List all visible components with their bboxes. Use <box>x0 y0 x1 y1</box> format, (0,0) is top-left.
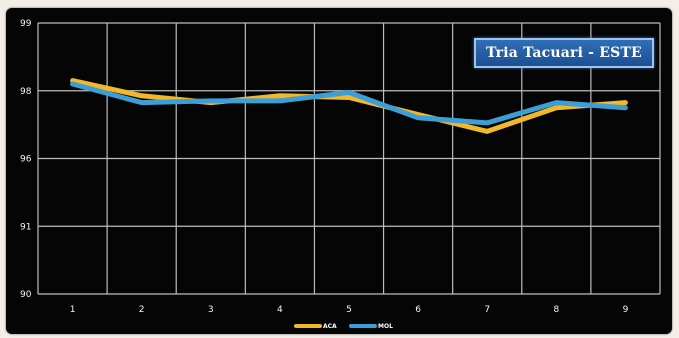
y-tick-label: 96 <box>20 155 32 165</box>
x-tick-label: 9 <box>623 305 629 315</box>
x-tick-label: 8 <box>553 305 559 315</box>
x-tick-label: 3 <box>208 305 214 315</box>
y-tick-label: 98 <box>20 87 32 97</box>
legend-label-aca: ACA <box>323 323 337 330</box>
tick-labels: 90 91 96 98 99 1 2 3 4 5 6 7 8 9 <box>20 19 629 315</box>
legend-label-mol: MOL <box>378 323 393 330</box>
legend: ACA MOL <box>294 323 393 330</box>
series-line-mol <box>70 81 628 126</box>
y-tick-label: 90 <box>20 290 32 300</box>
grid-lines <box>37 22 661 295</box>
x-tick-label: 2 <box>139 305 145 315</box>
y-tick-label: 99 <box>20 19 32 29</box>
x-tick-label: 5 <box>346 305 352 315</box>
x-tick-label: 7 <box>484 305 490 315</box>
series-line-aca <box>70 78 628 134</box>
x-tick-label: 6 <box>415 305 421 315</box>
x-tick-label: 4 <box>277 305 283 315</box>
series-lines <box>70 78 628 134</box>
x-tick-label: 1 <box>70 305 76 315</box>
chart-title: Tria Tacuari - ESTE <box>474 38 654 68</box>
y-tick-label: 91 <box>20 222 31 232</box>
